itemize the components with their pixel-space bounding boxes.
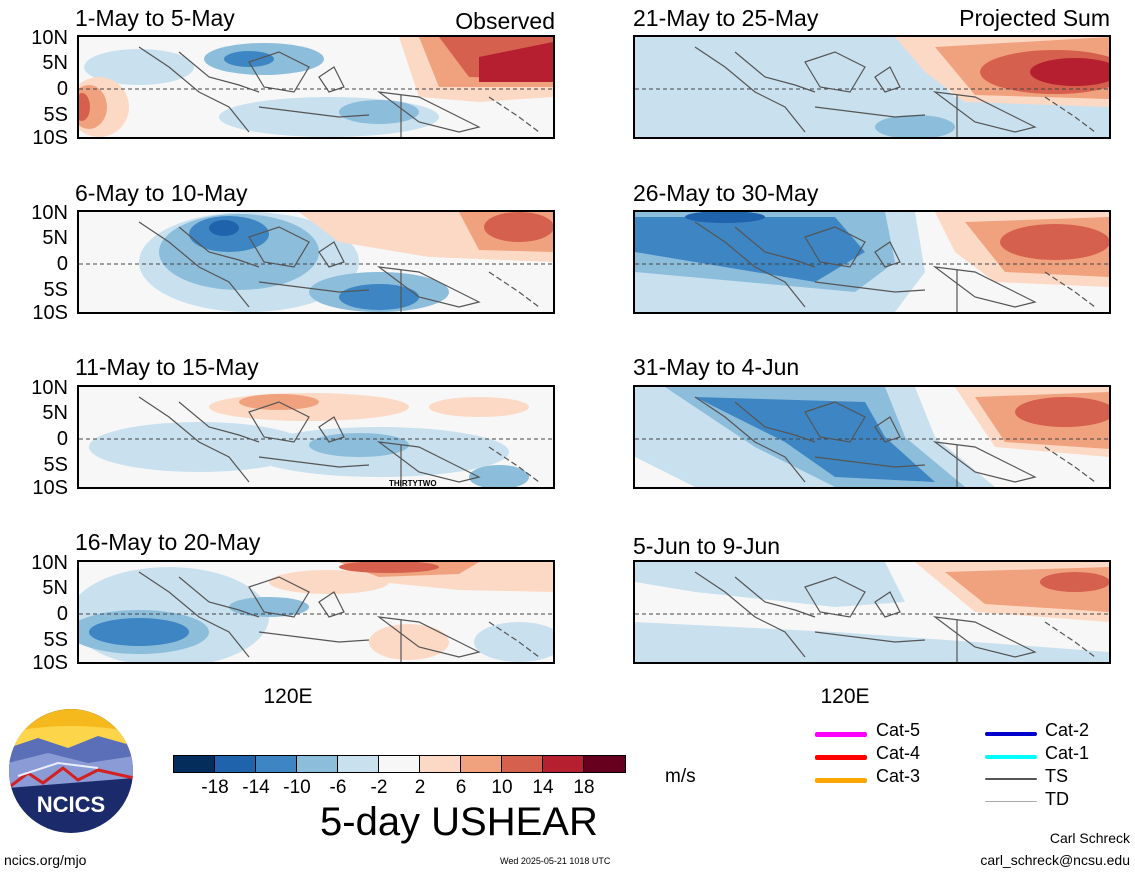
ts-swatch	[985, 778, 1037, 780]
colorbar-label: -14	[242, 777, 270, 798]
lat-label: 0	[56, 603, 68, 625]
lon-label: 120E	[820, 685, 870, 708]
panel-title: 6-May to 10-May	[75, 180, 248, 206]
shear-map	[77, 210, 555, 314]
panel-title: 31-May to 4-Jun	[633, 354, 800, 380]
colorbar-label: 2	[414, 777, 426, 798]
cat3-swatch	[815, 778, 867, 783]
lat-label: 5S	[43, 454, 68, 476]
lon-label: 120E	[263, 685, 313, 708]
colorbar-label: 14	[532, 777, 554, 798]
lat-label: 10S	[32, 477, 68, 499]
colorbar-swatch	[583, 755, 626, 773]
colorbar-swatch	[214, 755, 256, 773]
units-label: m/s	[665, 766, 696, 787]
colorbar-swatch	[378, 755, 420, 773]
colorbar-swatch	[419, 755, 461, 773]
lat-label: 5N	[42, 52, 68, 74]
lat-label: 10N	[31, 377, 68, 399]
panel-title: 26-May to 30-May	[633, 180, 819, 206]
colorbar-swatch	[542, 755, 584, 773]
cat4-swatch	[815, 755, 867, 760]
footer-author: Carl Schreck	[1049, 830, 1130, 846]
colorbar-swatch	[173, 755, 215, 773]
panel-title: 5-Jun to 9-Jun	[633, 533, 781, 559]
cat1-swatch	[985, 755, 1037, 759]
lat-label: 5S	[43, 629, 68, 651]
colorbar-label: -2	[370, 777, 388, 798]
colorbar-swatch	[337, 755, 379, 773]
legend-label: TS	[1045, 766, 1069, 786]
colorbar-label: 18	[573, 777, 595, 798]
shear-map	[633, 210, 1111, 314]
colorbar-label: 10	[491, 777, 513, 798]
td-swatch	[985, 801, 1037, 802]
panel-tag: Observed	[455, 8, 555, 34]
lat-label: 10S	[32, 127, 68, 149]
legend-label: Cat-4	[876, 743, 921, 763]
lat-label: 0	[56, 253, 68, 275]
lat-label: 10N	[31, 552, 68, 574]
colorbar-label: -18	[201, 777, 229, 798]
legend-label: Cat-1	[1045, 743, 1090, 763]
colorbar-label: 6	[455, 777, 467, 798]
lat-label: 10N	[31, 27, 68, 49]
ncics-logo: NCICS	[8, 708, 134, 834]
storm-label: THIRTYTWO	[389, 479, 437, 487]
lat-label: 0	[56, 428, 68, 450]
logo-text: NCICS	[37, 792, 105, 817]
colorbar-swatch	[255, 755, 297, 773]
cat5-swatch	[815, 732, 867, 737]
main-title: 5-day USHEAR	[320, 800, 598, 844]
panel-tag: Projected Sum	[959, 5, 1110, 31]
colorbar-label: -10	[283, 777, 311, 798]
shear-map	[633, 560, 1111, 664]
colorbar-swatch	[501, 755, 543, 773]
colorbar-swatch	[460, 755, 502, 773]
shear-map	[77, 560, 555, 664]
footer-timestamp: Wed 2025-05-21 1018 UTC	[500, 856, 611, 866]
footer-url[interactable]: ncics.org/mjo	[4, 852, 87, 868]
shear-map: THIRTYTWO	[77, 385, 555, 489]
cat2-swatch	[985, 732, 1037, 736]
lat-label: 10S	[32, 652, 68, 674]
lat-label: 5N	[42, 577, 68, 599]
colorbar-swatch	[296, 755, 338, 773]
lat-label: 5S	[43, 104, 68, 126]
legend-label: Cat-2	[1045, 720, 1090, 740]
shear-map	[633, 385, 1111, 489]
footer-email[interactable]: carl_schreck@ncsu.edu	[980, 852, 1130, 868]
panel-title: 21-May to 25-May	[633, 5, 819, 31]
lat-label: 10N	[31, 202, 68, 224]
legend-label: TD	[1045, 789, 1069, 809]
lat-label: 5S	[43, 279, 68, 301]
lat-label: 10S	[32, 302, 68, 324]
legend-label: Cat-5	[876, 720, 921, 740]
lat-label: 0	[56, 78, 68, 100]
legend-label: Cat-3	[876, 766, 921, 786]
lat-label: 5N	[42, 402, 68, 424]
shear-map	[77, 35, 555, 139]
shear-map	[633, 35, 1111, 139]
panel-title: 1-May to 5-May	[75, 5, 235, 31]
panel-title: 16-May to 20-May	[75, 529, 261, 555]
panel-title: 11-May to 15-May	[75, 354, 259, 380]
colorbar-label: -6	[329, 777, 347, 798]
lat-label: 5N	[42, 227, 68, 249]
